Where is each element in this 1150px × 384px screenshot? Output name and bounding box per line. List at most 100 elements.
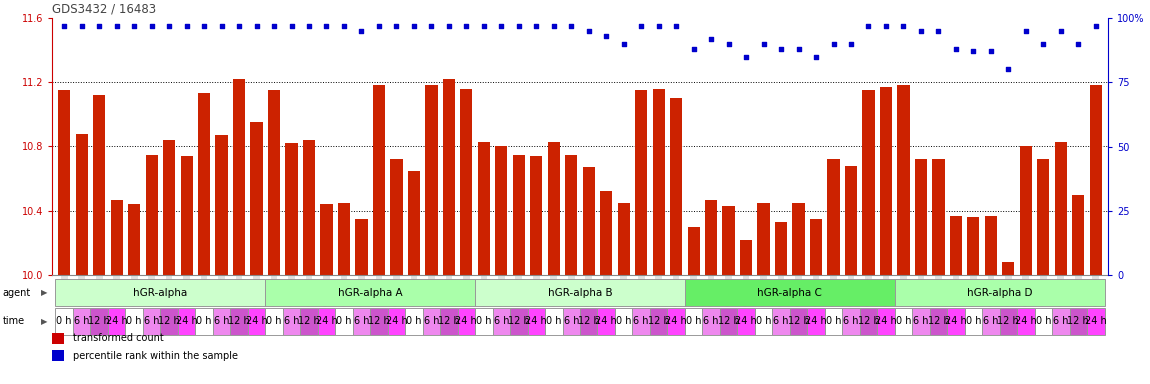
- Text: 0 h: 0 h: [197, 316, 212, 326]
- Bar: [652, 89, 665, 275]
- Point: [737, 53, 756, 60]
- FancyBboxPatch shape: [965, 308, 982, 335]
- FancyBboxPatch shape: [580, 308, 598, 335]
- FancyBboxPatch shape: [492, 308, 511, 335]
- Text: 6 h: 6 h: [634, 316, 649, 326]
- Bar: [914, 159, 927, 275]
- FancyBboxPatch shape: [72, 308, 91, 335]
- Point: [1070, 41, 1088, 47]
- Bar: [880, 87, 892, 275]
- FancyBboxPatch shape: [178, 308, 196, 335]
- Point: [720, 41, 738, 47]
- Point: [509, 23, 528, 29]
- Text: 24 h: 24 h: [1084, 316, 1106, 326]
- Text: 6 h: 6 h: [354, 316, 369, 326]
- Text: 24 h: 24 h: [176, 316, 198, 326]
- Bar: [146, 154, 158, 275]
- Point: [562, 23, 581, 29]
- Text: hGR-alpha B: hGR-alpha B: [547, 288, 612, 298]
- Text: percentile rank within the sample: percentile rank within the sample: [72, 351, 238, 361]
- Text: 24 h: 24 h: [455, 316, 477, 326]
- Point: [807, 53, 826, 60]
- Text: 12 h: 12 h: [228, 316, 250, 326]
- FancyBboxPatch shape: [143, 308, 160, 335]
- Text: 12 h: 12 h: [508, 316, 530, 326]
- Bar: [268, 90, 281, 275]
- Point: [213, 23, 231, 29]
- Bar: [128, 204, 140, 275]
- FancyBboxPatch shape: [336, 308, 353, 335]
- Text: 12 h: 12 h: [928, 316, 949, 326]
- FancyBboxPatch shape: [1052, 308, 1070, 335]
- Text: 6 h: 6 h: [773, 316, 789, 326]
- Text: 12 h: 12 h: [1067, 316, 1089, 326]
- Point: [964, 48, 982, 55]
- Text: 24 h: 24 h: [945, 316, 967, 326]
- Text: 0 h: 0 h: [1035, 316, 1051, 326]
- FancyBboxPatch shape: [685, 279, 895, 306]
- Text: 6 h: 6 h: [983, 316, 998, 326]
- Point: [90, 23, 108, 29]
- FancyBboxPatch shape: [1035, 308, 1052, 335]
- Bar: [1037, 159, 1050, 275]
- Bar: [1090, 86, 1102, 275]
- Text: 24 h: 24 h: [666, 316, 687, 326]
- Bar: [565, 154, 577, 275]
- Point: [317, 23, 336, 29]
- FancyBboxPatch shape: [1070, 308, 1087, 335]
- FancyBboxPatch shape: [982, 308, 999, 335]
- FancyBboxPatch shape: [247, 308, 266, 335]
- Text: 0 h: 0 h: [546, 316, 561, 326]
- Bar: [390, 159, 402, 275]
- Text: 6 h: 6 h: [284, 316, 299, 326]
- Bar: [739, 240, 752, 275]
- FancyBboxPatch shape: [196, 308, 213, 335]
- Text: 24 h: 24 h: [735, 316, 757, 326]
- Text: 12 h: 12 h: [298, 316, 320, 326]
- FancyBboxPatch shape: [877, 308, 895, 335]
- Text: 0 h: 0 h: [56, 316, 72, 326]
- Text: transformed count: transformed count: [72, 333, 163, 343]
- FancyBboxPatch shape: [266, 279, 475, 306]
- Bar: [198, 93, 210, 275]
- FancyBboxPatch shape: [948, 308, 965, 335]
- Point: [439, 23, 458, 29]
- Point: [55, 23, 74, 29]
- Text: 0 h: 0 h: [685, 316, 702, 326]
- Point: [194, 23, 213, 29]
- FancyBboxPatch shape: [598, 308, 615, 335]
- Bar: [722, 206, 735, 275]
- FancyBboxPatch shape: [912, 308, 929, 335]
- Point: [946, 46, 965, 52]
- FancyBboxPatch shape: [895, 308, 912, 335]
- Text: 6 h: 6 h: [74, 316, 90, 326]
- Point: [597, 33, 615, 39]
- Text: 24 h: 24 h: [596, 316, 618, 326]
- Text: 12 h: 12 h: [788, 316, 810, 326]
- Text: 12 h: 12 h: [438, 316, 460, 326]
- FancyBboxPatch shape: [55, 279, 266, 306]
- Text: 24 h: 24 h: [1015, 316, 1036, 326]
- Point: [370, 23, 389, 29]
- Text: 12 h: 12 h: [368, 316, 390, 326]
- Bar: [618, 203, 630, 275]
- Bar: [76, 134, 87, 275]
- Point: [72, 23, 91, 29]
- Bar: [285, 143, 298, 275]
- Text: time: time: [2, 316, 24, 326]
- Point: [859, 23, 877, 29]
- FancyBboxPatch shape: [458, 308, 475, 335]
- Text: 0 h: 0 h: [966, 316, 981, 326]
- Point: [475, 23, 493, 29]
- FancyBboxPatch shape: [317, 308, 336, 335]
- Point: [388, 23, 406, 29]
- Bar: [827, 159, 840, 275]
- Text: 6 h: 6 h: [913, 316, 929, 326]
- Point: [335, 23, 353, 29]
- Text: 6 h: 6 h: [214, 316, 229, 326]
- Point: [458, 23, 476, 29]
- FancyBboxPatch shape: [55, 308, 72, 335]
- Bar: [845, 166, 857, 275]
- FancyBboxPatch shape: [929, 308, 948, 335]
- Bar: [215, 135, 228, 275]
